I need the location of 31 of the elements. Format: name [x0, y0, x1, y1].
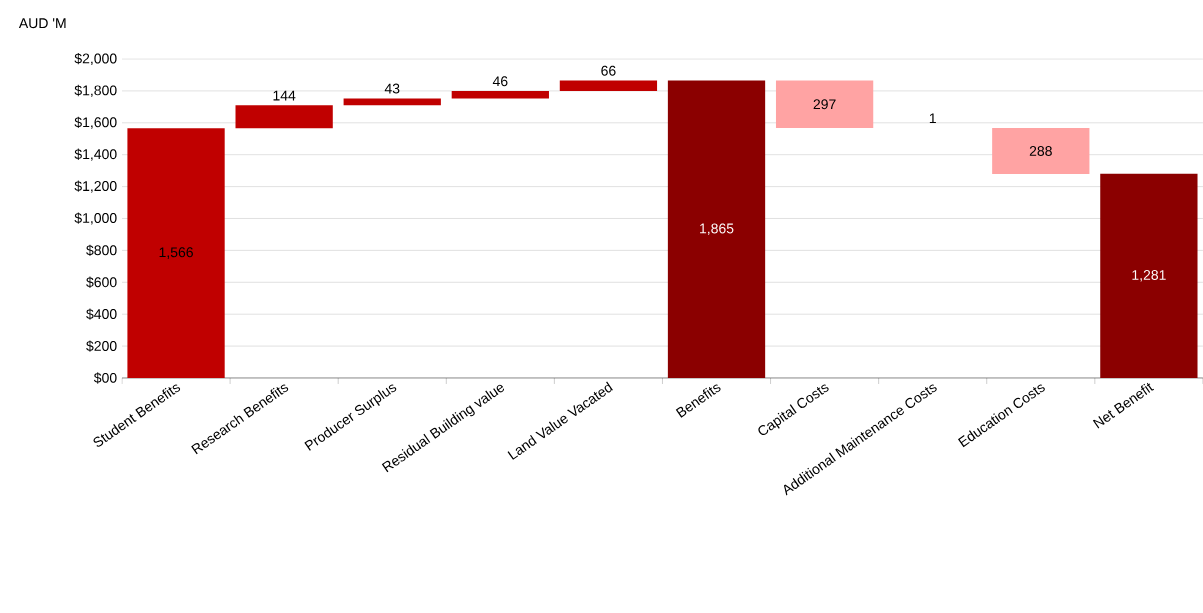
y-tick-label: $1,600: [74, 116, 117, 129]
data-label: 1: [929, 113, 936, 124]
bar: [451, 91, 549, 99]
bar: [235, 105, 333, 129]
data-label: 43: [384, 83, 400, 94]
y-tick-label: $200: [86, 340, 117, 352]
y-tick-label: $600: [86, 276, 117, 288]
data-label: 46: [492, 76, 508, 87]
y-tick-label: $400: [86, 308, 117, 320]
bar: [775, 80, 874, 128]
data-label: 288: [1029, 146, 1052, 156]
bar: [667, 80, 766, 378]
y-tick-label: $800: [86, 244, 117, 257]
y-tick-label: $1,200: [74, 180, 117, 193]
y-axis-title: AUD 'M: [18, 18, 66, 29]
bar: [127, 128, 225, 378]
y-tick-label: $2,000: [74, 52, 117, 66]
bar: [343, 98, 441, 106]
data-label: 66: [601, 65, 616, 76]
data-label: 297: [813, 99, 836, 110]
y-tick-label: $1,000: [74, 212, 117, 225]
y-tick-label: $00: [93, 372, 117, 384]
data-label: 1,281: [1132, 270, 1166, 282]
bar: [559, 80, 658, 92]
bar: [1100, 173, 1198, 378]
data-label: 1,566: [159, 247, 193, 259]
y-tick-label: $1,800: [74, 84, 117, 97]
y-tick-label: $1,400: [74, 148, 117, 161]
bar: [992, 128, 1090, 174]
data-label: 1,865: [700, 223, 734, 236]
data-label: 144: [273, 90, 296, 101]
